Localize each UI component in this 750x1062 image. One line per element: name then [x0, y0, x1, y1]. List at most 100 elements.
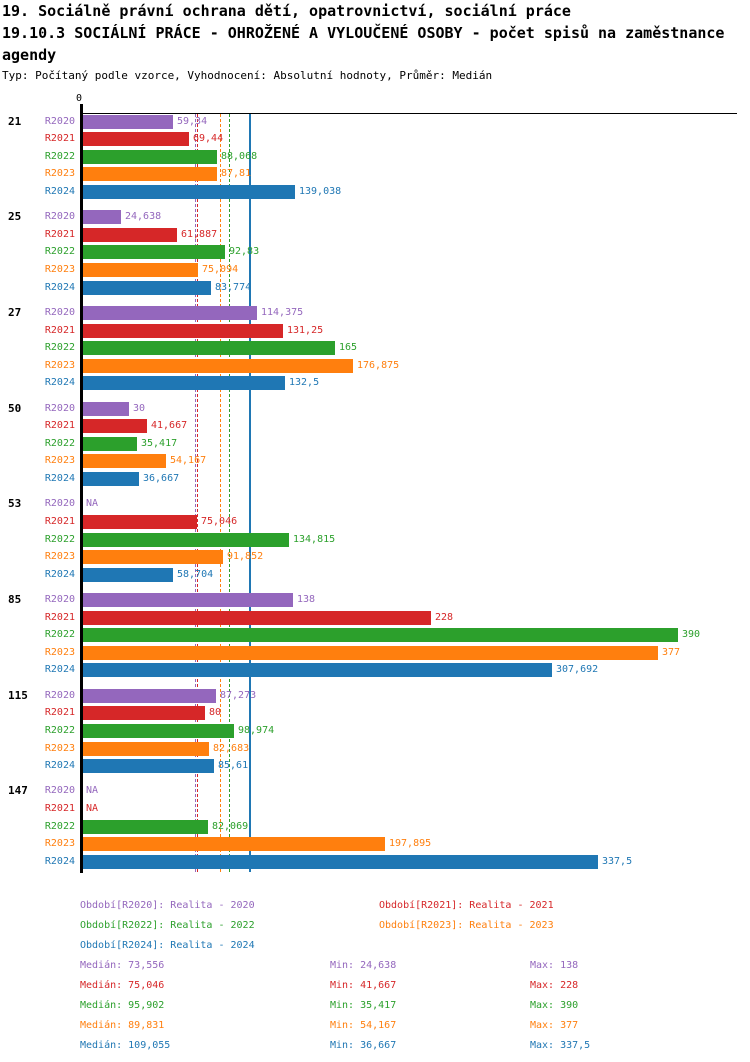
median-line	[197, 114, 199, 872]
bar-value-label: 82,683	[213, 743, 250, 754]
median-line	[195, 114, 197, 872]
bar-value-label: 82,069	[212, 821, 249, 832]
na-label: NA	[86, 785, 99, 796]
bar-value-label: 197,895	[389, 838, 432, 849]
bar-50-R2020	[83, 402, 129, 416]
legend-item-R2024: Období[R2024]: Realita - 2024	[80, 940, 255, 951]
bar-value-label: 75,046	[201, 516, 238, 527]
bar-value-label: 139,038	[299, 186, 342, 197]
group-label: 85	[8, 593, 22, 606]
series-row-label: R2023	[44, 743, 75, 754]
legend-item-R2021: Období[R2021]: Realita - 2021	[379, 900, 554, 911]
bar-value-label: 307,692	[556, 664, 599, 675]
group-label: 21	[8, 115, 22, 128]
median-stat-R2021: Medián: 75,046	[80, 980, 165, 991]
bar-value-label: 69,44	[193, 133, 224, 144]
series-row-label: R2022	[44, 629, 75, 640]
series-row-label: R2022	[44, 725, 75, 736]
series-row-label: R2021	[44, 229, 75, 240]
median-stat-R2020: Medián: 73,556	[80, 960, 165, 971]
median-stat-R2022: Medián: 95,902	[80, 1000, 165, 1011]
bar-value-label: 61,887	[181, 229, 218, 240]
group-label: 50	[8, 402, 22, 415]
y-axis-line	[80, 104, 83, 873]
bar-value-label: 132,5	[289, 377, 320, 388]
series-row-label: R2020	[44, 211, 75, 222]
series-row-label: R2024	[44, 377, 75, 388]
bar-value-label: 59,34	[177, 116, 208, 127]
series-row-label: R2021	[44, 803, 75, 814]
report-title-line3: agendy	[2, 46, 57, 64]
bar-value-label: 80	[209, 707, 222, 718]
bar-147-R2023	[83, 837, 385, 851]
bar-value-label: 337,5	[602, 856, 633, 867]
series-row-label: R2020	[44, 785, 75, 796]
bar-27-R2024	[83, 376, 285, 390]
series-row-label: R2024	[44, 760, 75, 771]
bar-value-label: 54,167	[170, 455, 207, 466]
bar-value-label: 36,667	[143, 473, 180, 484]
series-row-label: R2022	[44, 151, 75, 162]
bar-85-R2020	[83, 593, 293, 607]
bar-value-label: 131,25	[287, 325, 324, 336]
series-row-label: R2023	[44, 838, 75, 849]
median-line	[249, 114, 252, 872]
series-row-label: R2024	[44, 186, 75, 197]
bar-53-R2021	[83, 515, 197, 529]
bar-50-R2022	[83, 437, 137, 451]
bar-21-R2024	[83, 185, 295, 199]
series-row-label: R2021	[44, 707, 75, 718]
group-label: 147	[8, 784, 28, 797]
series-row-label: R2021	[44, 133, 75, 144]
bar-value-label: 87,273	[220, 690, 257, 701]
series-row-label: R2023	[44, 264, 75, 275]
min-stat-R2023: Min: 54,167	[330, 1020, 397, 1031]
bar-115-R2020	[83, 689, 216, 703]
bar-value-label: 87,81	[221, 168, 252, 179]
bar-27-R2020	[83, 306, 257, 320]
min-stat-R2022: Min: 35,417	[330, 1000, 397, 1011]
bar-85-R2022	[83, 628, 678, 642]
bar-value-label: 114,375	[261, 307, 304, 318]
bar-value-label: 30	[133, 403, 146, 414]
series-row-label: R2023	[44, 551, 75, 562]
x-axis-zero-label: 0	[76, 93, 83, 104]
bar-25-R2022	[83, 245, 225, 259]
bar-25-R2021	[83, 228, 177, 242]
series-row-label: R2024	[44, 473, 75, 484]
group-label: 115	[8, 689, 28, 702]
bar-115-R2021	[83, 706, 205, 720]
series-row-label: R2024	[44, 856, 75, 867]
median-stat-R2024: Medián: 109,055	[80, 1040, 171, 1051]
series-row-label: R2022	[44, 438, 75, 449]
bar-value-label: 41,667	[151, 420, 188, 431]
series-row-label: R2022	[44, 534, 75, 545]
group-label: 27	[8, 306, 22, 319]
max-stat-R2023: Max: 377	[530, 1020, 579, 1031]
median-line	[229, 114, 231, 872]
bar-27-R2021	[83, 324, 283, 338]
bar-value-label: 35,417	[141, 438, 178, 449]
series-row-label: R2020	[44, 690, 75, 701]
bar-value-label: 83,774	[215, 282, 252, 293]
na-label: NA	[86, 498, 99, 509]
max-stat-R2024: Max: 337,5	[530, 1040, 591, 1051]
group-label: 53	[8, 497, 22, 510]
bar-21-R2020	[83, 115, 173, 129]
bar-50-R2024	[83, 472, 139, 486]
series-row-label: R2021	[44, 516, 75, 527]
series-row-label: R2021	[44, 612, 75, 623]
bar-value-label: 92,83	[229, 246, 260, 257]
bar-85-R2023	[83, 646, 658, 660]
bar-53-R2022	[83, 533, 289, 547]
bar-21-R2023	[83, 167, 217, 181]
bar-value-label: 165	[339, 342, 358, 353]
max-stat-R2020: Max: 138	[530, 960, 579, 971]
report-subtitle: Typ: Počítaný podle vzorce, Vyhodnocení:…	[2, 69, 493, 82]
series-row-label: R2023	[44, 360, 75, 371]
bar-value-label: 58,704	[177, 569, 214, 580]
bar-147-R2022	[83, 820, 208, 834]
series-row-label: R2024	[44, 569, 75, 580]
bar-value-label: 24,638	[125, 211, 162, 222]
